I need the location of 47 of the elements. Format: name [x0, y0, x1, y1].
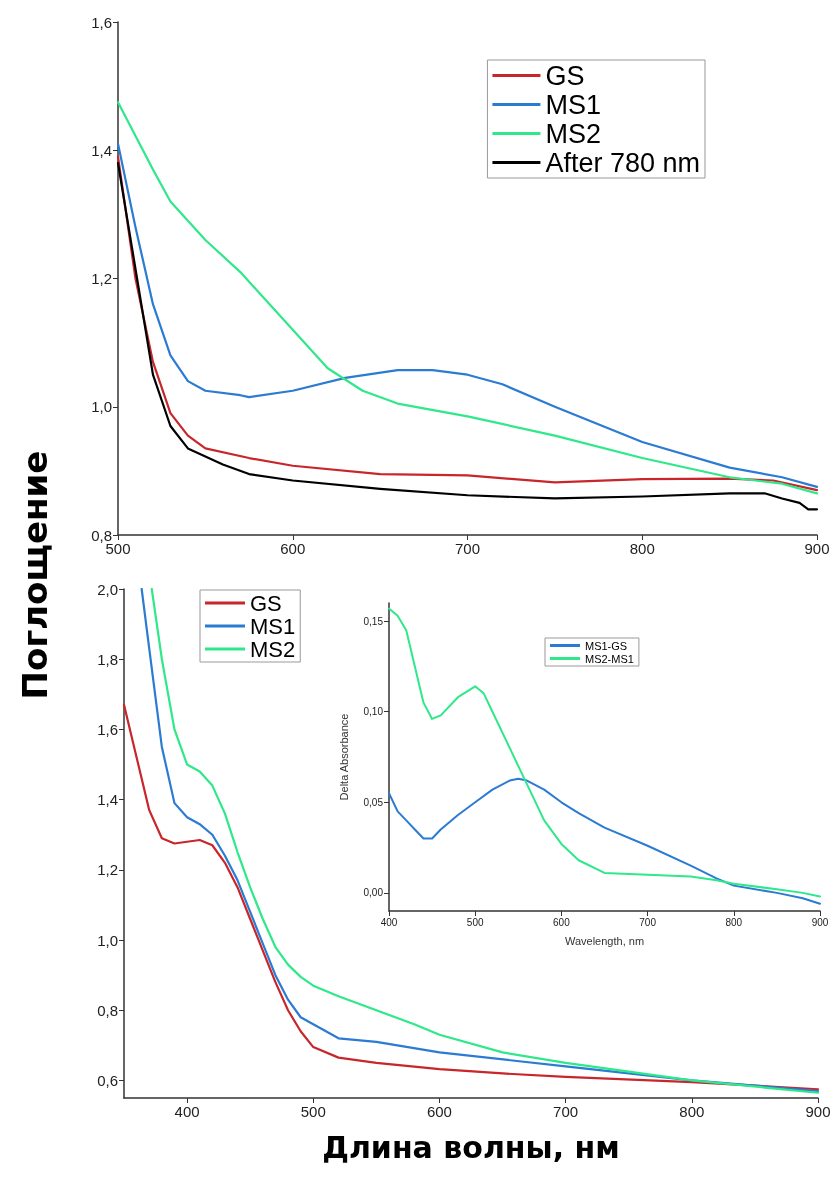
- y-tick-label: 0,05: [363, 796, 384, 808]
- y-tick-label: 0,00: [363, 887, 384, 899]
- y-axis-title: Поглощение: [15, 449, 55, 702]
- x-tick-label: 500: [300, 1103, 326, 1120]
- line-series: [388, 777, 821, 905]
- x-tick-label: 400: [380, 916, 398, 928]
- x-tick-label: 900: [811, 916, 829, 928]
- y-tick-label: 1,2: [91, 270, 112, 287]
- y-tick-label: 0,6: [97, 1071, 118, 1089]
- legend-label: MS2: [545, 118, 601, 149]
- x-tick-label: 800: [679, 1103, 705, 1120]
- y-tick-label: 1,6: [97, 720, 118, 738]
- line-series: [388, 607, 821, 898]
- x-tick-label: 600: [553, 916, 571, 928]
- x-tick-label: 900: [804, 540, 830, 557]
- x-tick-label: 400: [174, 1103, 200, 1120]
- x-tick-label: 500: [466, 916, 484, 928]
- x-tick-label: 800: [725, 916, 743, 928]
- x-tick-label: 700: [553, 1103, 579, 1120]
- x-tick-label: 700: [454, 540, 481, 557]
- legend-label: MS2: [250, 636, 296, 662]
- legend-label: GS: [250, 590, 282, 616]
- y-tick-label: 0,10: [363, 706, 384, 718]
- legend-label: MS1-GS: [585, 639, 628, 652]
- y-tick-label: 1,4: [97, 791, 118, 809]
- y-tick-label: 0,8: [97, 1001, 118, 1019]
- legend-label: MS1: [250, 613, 296, 639]
- x-axis-title: Длина волны, нм: [322, 1129, 620, 1165]
- x-tick-label: 700: [639, 916, 657, 928]
- y-tick-label: 2,0: [97, 580, 118, 598]
- x-axis-title: Wavelength, nm: [564, 934, 645, 947]
- legend-label: MS2-MS1: [585, 652, 634, 665]
- x-tick-label: 800: [629, 540, 655, 557]
- legend-label: MS1: [545, 89, 601, 120]
- y-tick-label: 1,0: [97, 931, 118, 949]
- legend-label: GS: [545, 60, 585, 91]
- x-tick-label: 900: [805, 1103, 831, 1120]
- legend-label: After 780 nm: [545, 147, 700, 178]
- y-tick-label: 1,6: [91, 13, 112, 31]
- y-axis-title: Delta Absorbance: [337, 713, 350, 801]
- y-tick-label: 1,2: [97, 861, 118, 879]
- y-tick-label: 1,8: [97, 650, 118, 668]
- x-tick-label: 600: [426, 1103, 452, 1120]
- x-tick-label: 600: [280, 540, 306, 557]
- y-tick-label: 1,4: [91, 141, 112, 159]
- y-tick-label: 0,15: [363, 615, 384, 627]
- y-tick-label: 1,0: [91, 398, 112, 416]
